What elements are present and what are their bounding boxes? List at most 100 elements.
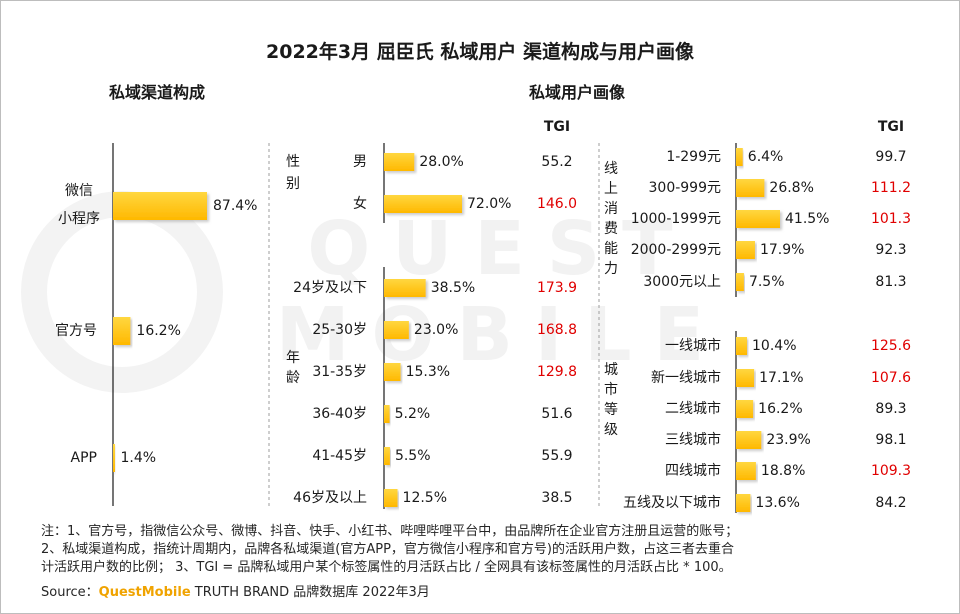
group-0-value-1: 72.0% <box>467 196 511 212</box>
group-1-category-3: 36-40岁 <box>312 406 367 422</box>
group-title-3-char-3: 级 <box>604 422 618 438</box>
group-2-value-3: 17.9% <box>760 242 804 258</box>
left-value-label-1: 16.2% <box>136 323 180 339</box>
group-3-tgi-3: 98.1 <box>875 432 906 448</box>
group-2-bar-0 <box>736 148 743 166</box>
group-title-2-char-0: 线 <box>604 161 618 177</box>
group-3-value-1: 17.1% <box>759 370 803 386</box>
group-2-category-3: 2000-2999元 <box>631 242 721 258</box>
group-2-category-2: 1000-1999元 <box>631 211 721 227</box>
group-3-bar-0 <box>736 337 748 355</box>
group-2-tgi-2: 101.3 <box>871 211 911 227</box>
source-line: Source：QuestMobile TRUTH BRAND 品牌数据库 202… <box>41 581 430 600</box>
group-title-1-char-1: 龄 <box>286 370 300 386</box>
group-1-value-2: 15.3% <box>406 364 450 380</box>
group-3-bar-2 <box>736 400 754 418</box>
group-0-value-0: 28.0% <box>419 154 463 170</box>
group-1-value-4: 5.5% <box>395 448 431 464</box>
watermark: QUEST MOBILE <box>275 206 727 378</box>
group-1-tgi-5: 38.5 <box>541 490 572 506</box>
group-0-tgi-1: 146.0 <box>537 196 577 212</box>
group-2-tgi-4: 81.3 <box>875 274 906 290</box>
note-line-2: 2、私域渠道构成，指统计周期内，品牌各私域渠道(官方APP，官方微信小程序和官方… <box>41 542 734 557</box>
group-2-bar-2 <box>736 210 780 228</box>
left-value-label-2: 1.4% <box>121 450 157 466</box>
group-1-value-1: 23.0% <box>414 322 458 338</box>
group-title-2-char-2: 消 <box>604 201 618 217</box>
group-0-category-1: 女 <box>353 195 367 212</box>
left-value-label-0: 87.4% <box>213 198 257 214</box>
source-label: Source： <box>41 585 99 600</box>
group-title-2-char-5: 力 <box>604 261 618 277</box>
group-2-value-4: 7.5% <box>749 274 785 290</box>
group-1-bar-1 <box>384 321 409 339</box>
group-3-bar-1 <box>736 369 755 387</box>
group-title-3-char-2: 等 <box>604 401 618 418</box>
group-3-tgi-2: 89.3 <box>875 401 906 417</box>
group-1-category-0: 24岁及以下 <box>293 280 367 296</box>
group-2-bar-3 <box>736 241 755 259</box>
group-0-tgi-0: 55.2 <box>541 154 572 170</box>
group-3-value-0: 10.4% <box>752 338 796 354</box>
right-section-title: 私域用户画像 <box>529 83 626 102</box>
group-2-tgi-1: 111.2 <box>871 180 911 196</box>
group-title-3-char-0: 城 <box>604 362 618 378</box>
group-1-bar-3 <box>384 405 390 423</box>
group-3-category-5: 五线及以下城市 <box>623 494 721 511</box>
group-3-tgi-5: 84.2 <box>875 495 906 511</box>
group-1-tgi-2: 129.8 <box>537 364 577 380</box>
group-3-value-3: 23.9% <box>766 432 810 448</box>
group-2-value-2: 41.5% <box>785 211 829 227</box>
group-3-tgi-4: 109.3 <box>871 463 911 479</box>
group-2-tgi-0: 99.7 <box>875 149 906 165</box>
group-2-category-0: 1-299元 <box>666 149 721 165</box>
tgi-header-right: TGI <box>878 119 904 135</box>
group-2-category-1: 300-999元 <box>649 180 722 196</box>
group-3-bar-3 <box>736 431 762 449</box>
group-title-0-char-0: 性 <box>286 154 300 170</box>
group-1-tgi-1: 168.8 <box>537 322 577 338</box>
group-3-category-0: 一线城市 <box>665 337 721 354</box>
group-0-bar-0 <box>384 153 415 171</box>
source-text: TRUTH BRAND 品牌数据库 2022年3月 <box>194 585 430 600</box>
note-line-1: 注：1、官方号，指微信公众号、微博、抖音、快手、小红书、哔哩哔哩平台中，由品牌所… <box>41 524 739 539</box>
group-3-tgi-1: 107.6 <box>871 370 911 386</box>
left-bar-0 <box>113 192 207 220</box>
group-2-value-1: 26.8% <box>769 180 813 196</box>
group-3-bar-4 <box>736 462 756 480</box>
group-title-2-char-1: 上 <box>604 181 618 197</box>
left-category-label-2: APP <box>71 450 97 466</box>
group-0-bar-1 <box>384 195 462 213</box>
group-3-value-5: 13.6% <box>755 495 799 511</box>
group-title-2-char-3: 费 <box>604 221 618 237</box>
group-1-category-5: 46岁及以上 <box>293 490 367 506</box>
group-2-bar-4 <box>736 273 744 291</box>
left-category-label-0-a: 微信 <box>65 183 93 199</box>
group-1-tgi-4: 55.9 <box>541 448 572 464</box>
group-3-category-2: 二线城市 <box>665 400 721 417</box>
group-title-1-char-0: 年 <box>286 350 300 366</box>
left-category-label-0-b: 小程序 <box>58 211 100 227</box>
group-2-tgi-3: 92.3 <box>875 242 906 258</box>
group-title-0-char-1: 别 <box>286 176 300 192</box>
group-3-category-1: 新一线城市 <box>651 369 721 386</box>
group-3-value-2: 16.2% <box>758 401 802 417</box>
chart-title: 2022年3月 屈臣氏 私域用户 渠道构成与用户画像 <box>266 41 694 63</box>
group-2-bar-1 <box>736 179 765 197</box>
group-title-3-char-1: 市 <box>604 381 618 398</box>
group-1-tgi-3: 51.6 <box>541 406 572 422</box>
group-1-bar-5 <box>384 489 398 507</box>
left-bar-1 <box>113 317 131 345</box>
group-2-value-0: 6.4% <box>748 149 784 165</box>
group-1-bar-0 <box>384 279 426 297</box>
group-3-value-4: 18.8% <box>761 463 805 479</box>
left-bar-2 <box>113 444 115 472</box>
group-1-value-3: 5.2% <box>395 406 431 422</box>
group-1-value-0: 38.5% <box>431 280 475 296</box>
left-section-title: 私域渠道构成 <box>109 83 206 102</box>
group-2-category-4: 3000元以上 <box>643 274 721 290</box>
tgi-header-middle: TGI <box>544 119 570 135</box>
group-3-tgi-0: 125.6 <box>871 338 911 354</box>
note-line-3: 计活跃用户数的比例； 3、TGI = 品牌私域用户某个标签属性的月活跃占比 / … <box>41 560 732 575</box>
